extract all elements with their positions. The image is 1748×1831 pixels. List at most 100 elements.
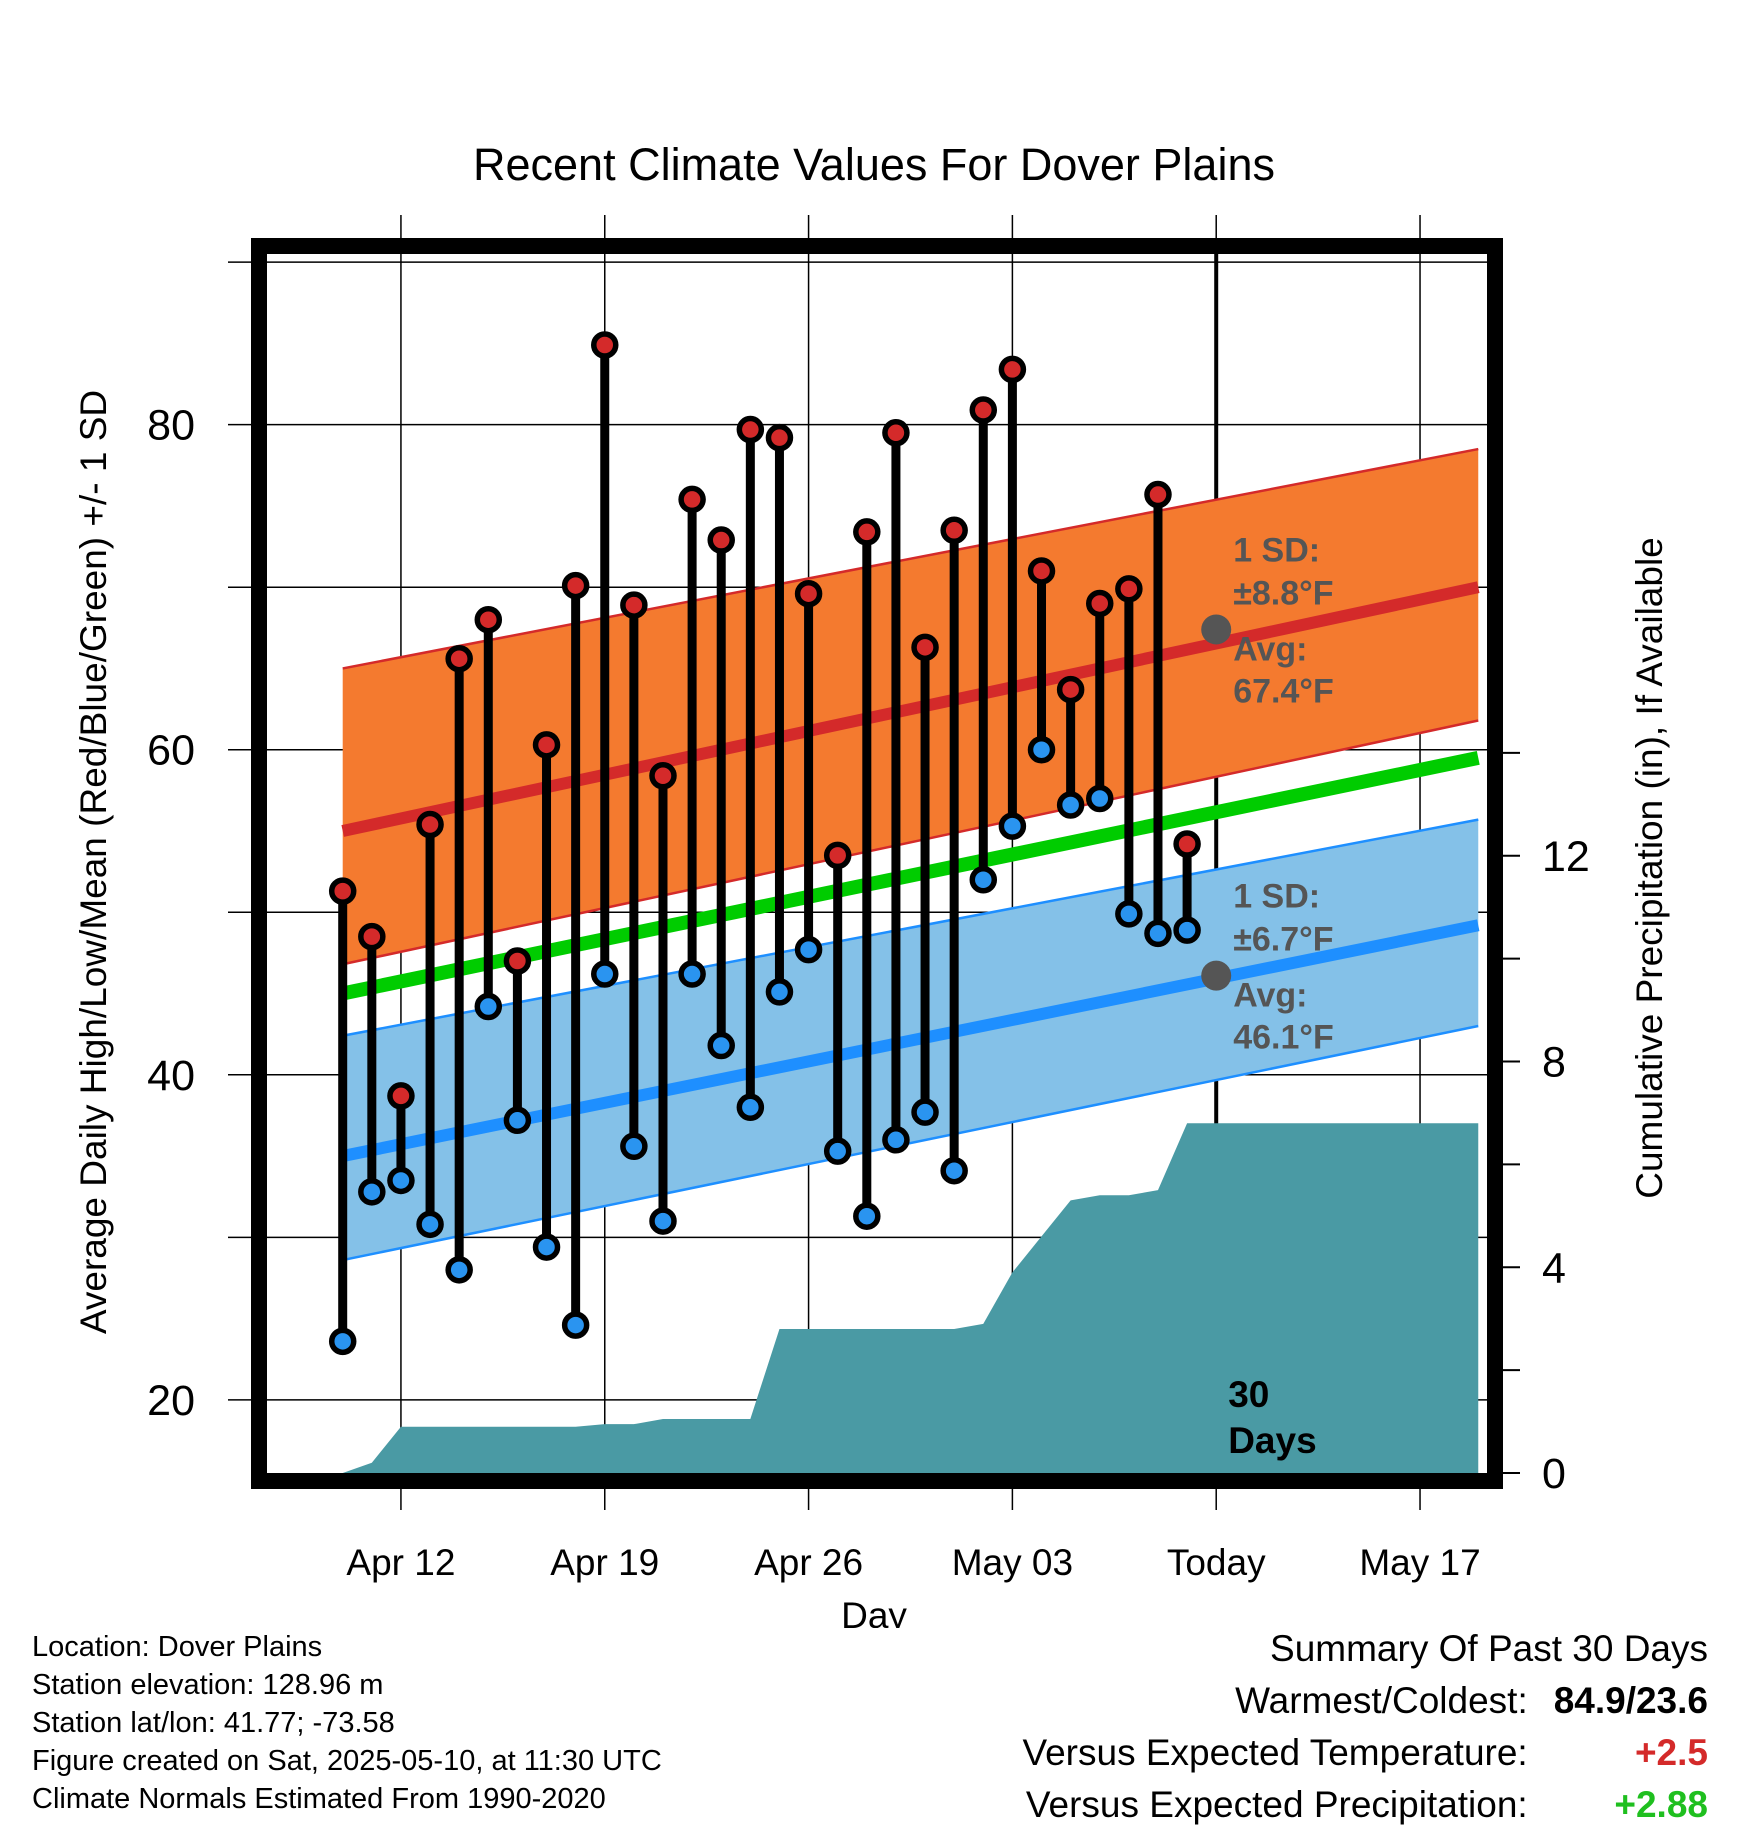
daily-high-point [853, 518, 881, 546]
y2-axis-label: Cumulative Precipitation (in), If Availa… [1629, 537, 1670, 1199]
daily-low-point [707, 1031, 735, 1060]
daily-low-point [445, 1256, 473, 1284]
station-info: Location: Dover Plains Station elevation… [32, 1628, 662, 1818]
daily-low-point [853, 1202, 881, 1230]
daily-high-point [1173, 830, 1201, 858]
high-annotation-line: ±8.8°F [1233, 574, 1333, 612]
warmest-label: Warmest/Coldest: [1235, 1680, 1528, 1721]
daily-low-point [736, 1093, 765, 1122]
daily-high-point [1115, 575, 1143, 603]
high-avg-marker [1201, 614, 1232, 645]
normals-text: Climate Normals Estimated From 1990-2020 [32, 1783, 606, 1815]
high-annotation-line: Avg: [1233, 630, 1307, 668]
temp-anomaly-label: Versus Expected Temperature: [1022, 1732, 1528, 1773]
low-annotation-line: Avg: [1233, 977, 1307, 1015]
summary-warmest-row: Warmest/Coldest: 84.9/23.6 [1022, 1675, 1708, 1727]
warmest-value: 84.9/23.6 [1553, 1680, 1708, 1721]
y-tick-label: 40 [147, 1052, 195, 1100]
daily-low-point [328, 1327, 357, 1356]
x-tick-label: Apr 26 [754, 1542, 863, 1583]
daily-high-point [998, 355, 1027, 384]
temp-anomaly-value: +2.5 [1634, 1732, 1708, 1773]
x-tick-label: Today [1167, 1542, 1266, 1583]
daily-low-point [503, 1106, 532, 1135]
daily-high-point [620, 591, 648, 619]
daily-low-point [649, 1207, 677, 1235]
daily-low-point [1085, 784, 1114, 813]
daily-high-point [1144, 480, 1172, 509]
daily-low-point [591, 960, 619, 988]
high-annotation-line: 67.4°F [1233, 672, 1334, 710]
daily-high-point [882, 419, 910, 447]
y2-tick-label: 0 [1542, 1450, 1566, 1498]
chart-title: Recent Climate Values For Dover Plains [473, 139, 1275, 190]
daily-low-point [620, 1132, 648, 1161]
daily-high-point [1085, 589, 1114, 618]
x-axis-label: Day [841, 1595, 907, 1628]
high-annotation-line: 1 SD: [1233, 531, 1320, 569]
daily-low-point [532, 1233, 561, 1261]
precip-anomaly-value: +2.88 [1614, 1784, 1708, 1825]
daily-high-point [707, 526, 735, 554]
summary-panel: Summary Of Past 30 Days Warmest/Coldest:… [1022, 1623, 1708, 1831]
daily-low-point [998, 812, 1027, 840]
daily-high-point [794, 579, 823, 608]
daily-high-point [561, 571, 590, 600]
low-avg-marker [1201, 960, 1232, 991]
days-label: 30 [1228, 1374, 1269, 1415]
y2-tick-label: 12 [1542, 833, 1590, 881]
daily-high-point [969, 396, 998, 424]
daily-high-point [474, 605, 503, 634]
y2-tick-label: 4 [1542, 1244, 1566, 1292]
daily-low-point [1056, 791, 1085, 819]
daily-low-point [969, 866, 998, 894]
summary-precip-row: Versus Expected Precipitation: +2.88 [1022, 1779, 1708, 1831]
y-axis-label: Average Daily High/Low/Mean (Red/Blue/Gr… [73, 390, 114, 1334]
daily-high-point [765, 423, 794, 452]
x-tick-label: Apr 19 [550, 1542, 659, 1583]
daily-low-point [387, 1166, 415, 1195]
daily-low-point [882, 1126, 910, 1154]
daily-high-point [823, 841, 852, 870]
daily-high-point [387, 1082, 415, 1110]
daily-low-point [940, 1156, 968, 1185]
daily-high-point [532, 731, 561, 759]
x-tick-label: May 17 [1359, 1542, 1480, 1583]
high-sd-upper-line [342, 447, 1479, 670]
y2-tick-label: 8 [1542, 1039, 1566, 1087]
daily-low-point [1173, 916, 1201, 944]
daily-high-point [1027, 557, 1056, 585]
x-tick-label: Apr 12 [346, 1542, 455, 1583]
normals-annotations: 1 SD: ±8.8°F Avg: 67.4°F 1 SD: ±6.7°F Avg: 46.1… [1201, 531, 1334, 1461]
precip-anomaly-label: Versus Expected Precipitation: [1025, 1784, 1528, 1825]
latlon-text: Station lat/lon: 41.77; -73.58 [32, 1707, 395, 1739]
daily-low-point [794, 935, 823, 964]
daily-low-point [1144, 919, 1172, 948]
low-sd-upper-line [342, 818, 1479, 1038]
normal-low-line [341, 919, 1480, 1162]
daily-low-point [416, 1210, 444, 1239]
daily-high-point [1056, 675, 1085, 704]
daily-low-point [561, 1311, 590, 1339]
summary-temp-row: Versus Expected Temperature: +2.5 [1022, 1727, 1708, 1779]
plot-area: 1 SD: ±8.8°F Avg: 67.4°F 1 SD: ±6.7°F Avg: 46.1… [228, 215, 1487, 1510]
precipitation-area [342, 1123, 1479, 1473]
daily-high-point [445, 644, 473, 673]
summary-heading: Summary Of Past 30 Days [1270, 1628, 1708, 1669]
daily-low-point [1027, 735, 1056, 764]
created-text: Figure created on Sat, 2025-05-10, at 11… [32, 1745, 662, 1777]
y-tick-label: 60 [147, 727, 195, 775]
daily-high-point [911, 633, 939, 662]
daily-high-point [940, 516, 968, 545]
y-tick-label: 80 [147, 402, 195, 450]
daily-low-point [358, 1178, 386, 1206]
low-annotation-line: 46.1°F [1233, 1019, 1334, 1057]
normal-high-line [341, 581, 1480, 837]
high-sd-lower-line [342, 719, 1479, 966]
axes: Apr 12 Apr 19 Apr 26 May 03 Today May 1720406… [147, 402, 1590, 1583]
precip-fill [342, 1123, 1479, 1473]
daily-low-point [1115, 900, 1143, 928]
daily-low-point [474, 992, 503, 1021]
daily-high-point [736, 415, 765, 444]
daily-low-point [765, 978, 794, 1006]
